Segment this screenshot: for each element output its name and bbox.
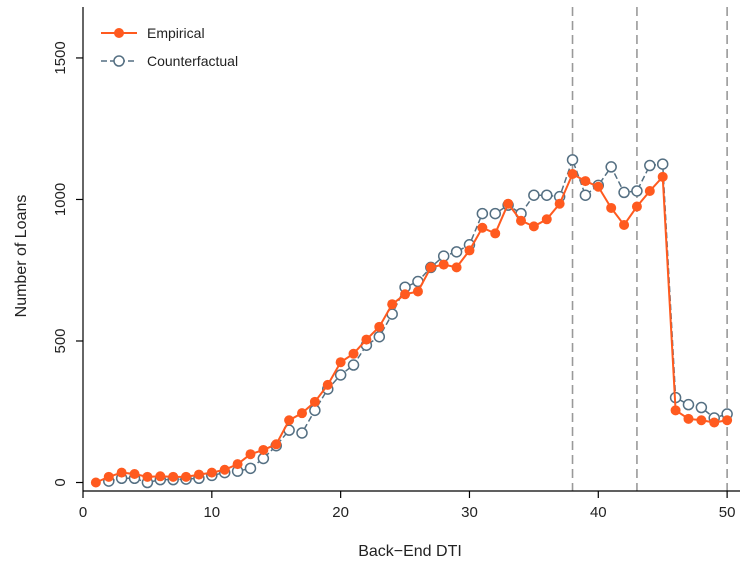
data-point [618,186,630,199]
series-empirical [90,168,733,488]
data-point [567,168,578,179]
data-point [334,369,347,381]
data-point [206,467,217,478]
data-point [168,471,179,482]
series-layer [90,154,733,489]
data-point [644,159,656,172]
x-tick-label: 10 [203,504,220,521]
x-tick-label: 30 [461,504,478,521]
x-tick-label: 20 [332,504,349,521]
data-point [284,415,295,426]
data-point [297,408,307,419]
data-point [464,245,475,256]
data-point [722,415,733,426]
data-point [374,321,385,332]
axes: 0 10 20 30 40 50 0 500 1000 1500 [52,7,740,521]
y-tick-label: 1500 [52,41,69,74]
data-point [528,221,539,232]
data-point [619,219,630,230]
data-point [412,286,423,297]
data-point [528,189,540,201]
x-axis-ticks: 0 10 20 30 40 50 [79,491,736,521]
data-point [450,246,463,258]
data-point [696,415,707,426]
reference-lines [571,7,728,491]
data-point [709,417,720,428]
data-point [503,198,514,209]
data-point [580,176,591,187]
data-point [438,259,449,270]
data-point [516,215,526,226]
y-tick-label: 0 [52,478,69,486]
data-point [322,379,333,390]
data-point [490,228,501,239]
series-line [95,172,728,484]
data-point [373,330,386,343]
data-point [155,471,166,482]
data-point [129,469,140,480]
data-point [232,459,243,470]
legend-item-empirical: Empirical [101,25,205,41]
data-point [400,289,411,300]
x-tick-label: 40 [590,504,607,521]
data-point [670,405,681,416]
y-axis-title: Number of Loans [13,195,30,318]
legend-item-counterfactual: Counterfactual [101,53,238,69]
data-point [579,189,592,201]
data-point [296,427,308,439]
data-point [644,185,655,196]
data-point [657,171,668,182]
data-point [451,262,462,273]
data-point [695,401,708,414]
data-point [566,154,579,166]
y-tick-label: 500 [52,328,69,353]
data-point [245,449,256,460]
data-point [477,222,488,233]
data-point [387,299,398,310]
data-point [605,161,617,173]
x-tick-label: 0 [79,504,87,521]
data-point [142,471,153,482]
data-point [244,462,257,475]
data-point [116,467,127,478]
data-point [103,471,114,482]
data-point [335,357,346,368]
y-axis-ticks: 0 500 1000 1500 [52,41,83,487]
x-tick-label: 50 [719,504,736,521]
legend-label-empirical: Empirical [147,25,205,41]
legend-marker-empirical [114,28,124,38]
legend-label-counterfactual: Counterfactual [147,53,238,69]
data-point [361,334,372,345]
series-counterfactual [103,154,733,489]
data-point [631,201,642,212]
data-point [476,207,489,220]
data-point [425,262,436,273]
data-point [90,477,101,488]
data-point [258,444,269,455]
data-point [541,189,553,201]
legend-marker-counterfactual [113,55,125,67]
data-point [631,185,643,197]
data-point [682,398,695,411]
data-point [554,198,565,209]
data-point [683,413,694,424]
data-point [347,359,360,371]
data-point [348,348,359,359]
y-tick-label: 1000 [52,183,69,216]
data-point [193,469,204,480]
data-point [181,471,192,482]
data-point [219,464,230,475]
data-point [309,396,320,407]
data-point [656,158,669,170]
data-point [593,181,604,192]
data-point [489,207,501,220]
data-point [606,202,617,213]
data-point [541,214,552,225]
legend: Empirical Counterfactual [101,25,238,69]
x-axis-title: Back−End DTI [358,543,462,560]
data-point [271,439,282,450]
